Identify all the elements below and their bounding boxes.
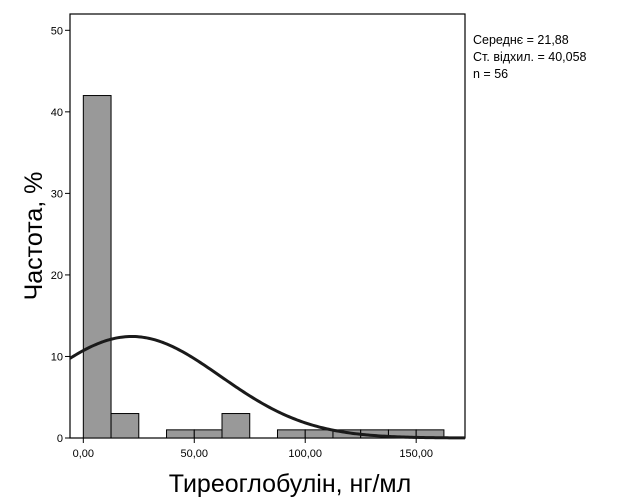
- x-tick-label: 0,00: [73, 448, 94, 460]
- normal-curve: [69, 334, 466, 440]
- y-tick-label: 40: [51, 107, 63, 119]
- y-tick-label: 30: [51, 188, 63, 200]
- y-axis: 0 10 20 30 40 50: [51, 25, 70, 445]
- histogram-bar-7: [276, 429, 306, 439]
- x-tick-label: 100,00: [288, 448, 322, 460]
- histogram-bar-0: [82, 95, 112, 439]
- stats-line-2: n = 56: [473, 67, 508, 81]
- y-axis-title: Частота, %: [20, 172, 48, 301]
- y-tick-label: 50: [51, 25, 63, 37]
- histogram-bar-3: [166, 429, 195, 439]
- x-tick-label: 150,00: [399, 448, 433, 460]
- y-tick-label: 0: [57, 433, 63, 445]
- histogram-bar-8: [304, 429, 334, 439]
- histogram-bar-1: [110, 413, 140, 439]
- stats-box: Середнє = 21,88 Ст. відхил. = 40,058 n = 5…: [473, 33, 587, 81]
- histogram-bars: [82, 95, 445, 439]
- histogram-bar-4: [193, 429, 223, 439]
- stats-line-0: Середнє = 21,88: [473, 33, 569, 47]
- plot-area: [69, 13, 466, 439]
- y-tick-label: 10: [51, 351, 63, 363]
- histogram-bar-5: [221, 413, 251, 439]
- x-axis: 0,00 50,00 100,00 150,00: [73, 438, 433, 460]
- y-tick-label: 20: [51, 270, 63, 282]
- stats-line-1: Ст. відхил. = 40,058: [473, 50, 587, 64]
- x-tick-label: 50,00: [181, 448, 209, 460]
- x-axis-title: Тиреоглобулін, нг/мл: [169, 470, 411, 498]
